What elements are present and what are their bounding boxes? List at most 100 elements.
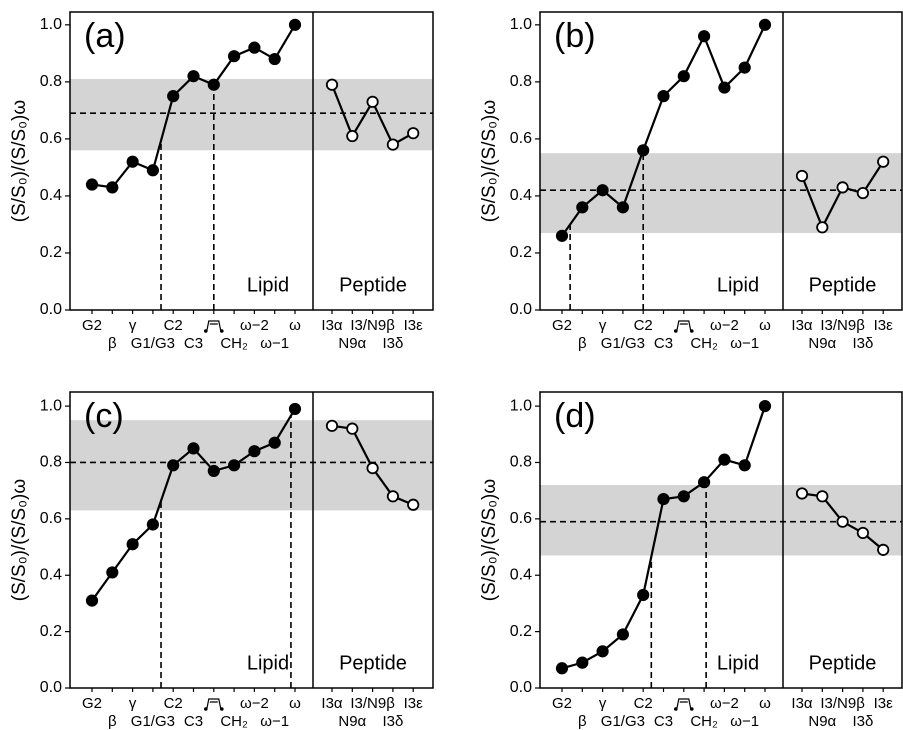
data-point — [207, 464, 220, 478]
data-point — [366, 462, 379, 475]
data-point — [85, 594, 99, 607]
data-point — [738, 61, 751, 74]
data-point — [555, 229, 569, 242]
x-tick-label: G1/G3 — [131, 713, 175, 730]
y-tick-label: 0.4 — [40, 566, 62, 583]
x-tick-label: ω−1 — [730, 335, 759, 352]
data-point — [795, 169, 809, 183]
y-tick-label: 0.2 — [510, 244, 532, 261]
double-bond-icon — [676, 698, 692, 710]
data-point — [126, 155, 139, 168]
x-tick-label: γ — [599, 317, 607, 334]
data-point — [758, 18, 772, 31]
double-bond-icon — [206, 698, 222, 710]
x-tick-label: I3δ — [382, 713, 403, 730]
section-label: Lipid — [247, 274, 289, 296]
y-tick-label: 0.8 — [510, 73, 532, 90]
data-point — [596, 184, 609, 197]
data-point — [248, 41, 261, 54]
plot-frame — [539, 11, 903, 311]
section-label: Lipid — [247, 652, 289, 674]
data-point — [677, 490, 690, 503]
y-tick-label: 0.8 — [40, 73, 62, 90]
x-tick-label: I3α — [321, 695, 343, 712]
x-tick-label: G1/G3 — [601, 335, 645, 352]
data-point — [167, 459, 180, 472]
y-tick-label: 1.0 — [510, 397, 532, 414]
y-tick-label: 0.0 — [40, 301, 62, 318]
y-tick-label: 1.0 — [510, 16, 532, 33]
y-tick-label: 0.0 — [510, 301, 532, 318]
x-tick-label: C2 — [634, 317, 653, 334]
y-tick-label: 0.2 — [40, 623, 62, 640]
x-tick-label: CH₂ — [220, 713, 248, 730]
data-point — [228, 50, 241, 63]
x-tick-label: N9α — [808, 713, 836, 730]
section-label: Peptide — [339, 652, 407, 674]
data-point — [325, 78, 339, 91]
data-point — [85, 178, 99, 191]
x-tick-label: β — [578, 713, 587, 730]
x-tick-label: G1/G3 — [601, 713, 645, 730]
y-tick-label: 0.4 — [510, 566, 532, 583]
data-point — [718, 453, 731, 466]
icon-dot — [690, 707, 694, 711]
data-point — [697, 476, 711, 489]
data-point — [187, 70, 200, 83]
data-point — [407, 127, 420, 140]
x-tick-label: β — [108, 335, 117, 352]
y-axis-label: (S/S₀)/(S/S₀)ω — [479, 479, 500, 602]
panel: 0.0 0.2 0.4 0.6 0.8 1.0 (S/S₀)/(S/S₀)ω (a) Lipid… — [9, 11, 434, 352]
icon-dot — [204, 707, 208, 711]
section-label: Peptide — [809, 652, 877, 674]
x-tick-label: ω — [759, 695, 771, 712]
data-point — [248, 445, 261, 458]
y-tick-label: 0.2 — [40, 244, 62, 261]
data-point — [576, 201, 589, 214]
data-point — [836, 515, 849, 528]
panel: 0.0 0.2 0.4 0.6 0.8 1.0 (S/S₀)/(S/S₀)ω (c) Lipid… — [9, 391, 434, 730]
y-axis-label: (S/S₀)/(S/S₀)ω — [479, 100, 500, 223]
x-tick-label: I3δ — [852, 713, 873, 730]
panel-label: (b) — [554, 17, 596, 55]
x-tick-label: I3/N9β — [350, 695, 395, 712]
data-point — [596, 645, 609, 658]
x-tick-label: γ — [599, 695, 607, 712]
x-tick-label: G2 — [82, 317, 102, 334]
section-label: Lipid — [717, 652, 759, 674]
x-tick-label: I3ε — [404, 317, 424, 334]
icon-dot — [674, 707, 678, 711]
x-tick-label: N9α — [808, 335, 836, 352]
data-point — [616, 201, 630, 214]
x-tick-label: I3α — [321, 317, 343, 334]
data-point — [877, 543, 890, 556]
data-point — [288, 18, 302, 31]
y-tick-label: 0.8 — [510, 454, 532, 471]
data-point — [697, 30, 711, 43]
data-point — [637, 588, 650, 602]
x-tick-label: C2 — [164, 695, 183, 712]
y-tick-label: 0.6 — [40, 130, 62, 147]
y-tick-label: 0.0 — [510, 679, 532, 696]
x-tick-label: I3/N9β — [820, 317, 865, 334]
data-point — [856, 186, 870, 200]
data-point — [325, 419, 339, 432]
x-tick-label: C3 — [184, 713, 203, 730]
data-point — [288, 402, 302, 416]
y-axis-label: (S/S₀)/(S/S₀)ω — [9, 100, 30, 223]
plot-frame — [69, 11, 434, 311]
x-tick-label: ω−2 — [710, 695, 739, 712]
data-point — [106, 181, 119, 194]
x-tick-label: G1/G3 — [131, 335, 175, 352]
x-tick-label: γ — [129, 695, 137, 712]
x-tick-label: ω−2 — [240, 317, 269, 334]
x-tick-label: I3δ — [382, 335, 403, 352]
data-point — [346, 129, 359, 143]
band — [70, 420, 433, 511]
y-tick-label: 0.8 — [40, 454, 62, 471]
y-tick-label: 0.6 — [510, 130, 532, 147]
x-tick-label: CH₂ — [690, 713, 718, 730]
data-point — [187, 442, 200, 455]
x-tick-label: I3ε — [404, 695, 424, 712]
band — [70, 79, 433, 151]
